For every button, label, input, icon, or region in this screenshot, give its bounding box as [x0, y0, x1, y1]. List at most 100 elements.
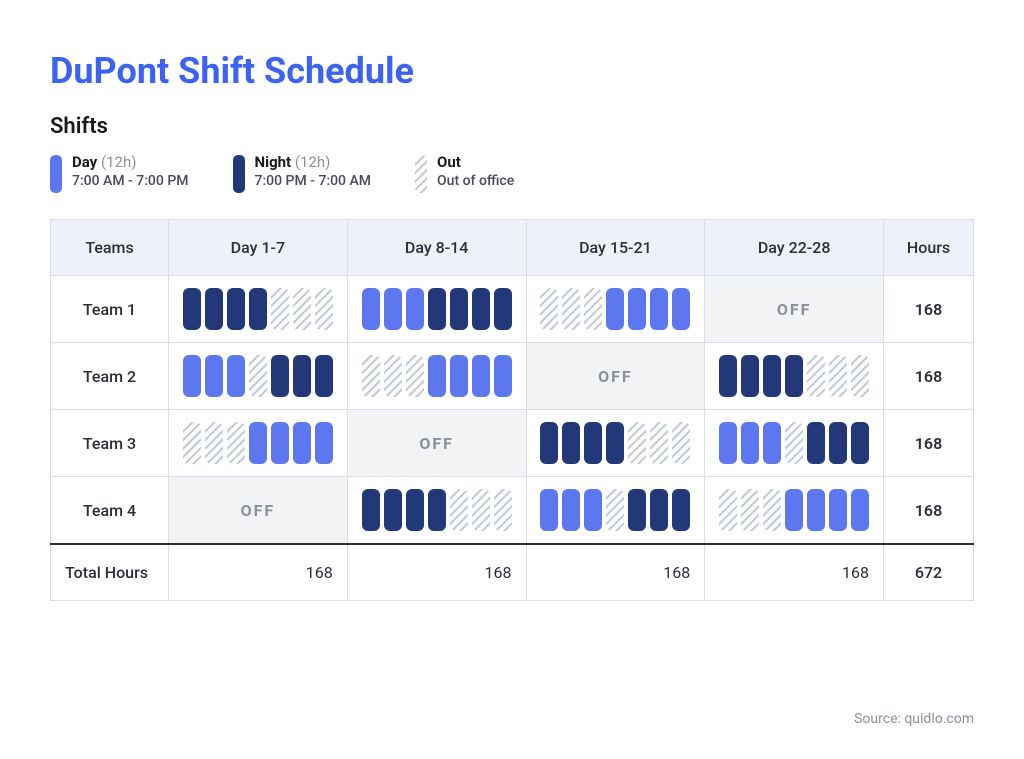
team-name-cell: Team 1: [51, 276, 169, 343]
shift-bar-day: [406, 288, 424, 330]
week-cell: [526, 477, 705, 545]
shift-bars: [177, 355, 339, 397]
legend-item-out: Out Out of office: [415, 153, 514, 193]
legend-pill-night: [233, 155, 245, 193]
shift-bar-out: [785, 422, 803, 464]
shift-bars: [356, 355, 518, 397]
shift-bar-day: [384, 288, 402, 330]
legend-night-detail: 7:00 PM - 7:00 AM: [255, 173, 372, 189]
shift-bar-out: [763, 489, 781, 531]
shift-bar-night: [540, 422, 558, 464]
off-cell: OFF: [169, 477, 348, 545]
shift-bar-day: [472, 355, 490, 397]
table-row: Team 4OFF 168: [51, 477, 974, 545]
shift-bar-day: [271, 422, 289, 464]
shift-bar-night: [763, 355, 781, 397]
team-name-cell: Team 4: [51, 477, 169, 545]
schedule-table: Teams Day 1-7 Day 8-14 Day 15-21 Day 22-…: [50, 219, 974, 601]
shift-bar-night: [384, 489, 402, 531]
shift-bars: [535, 422, 697, 464]
shift-bar-out: [450, 489, 468, 531]
shift-bar-night: [562, 422, 580, 464]
shift-bar-night: [183, 288, 201, 330]
week-cell: [169, 343, 348, 410]
team-name-cell: Team 2: [51, 343, 169, 410]
shift-bar-day: [362, 288, 380, 330]
week-cell: [705, 343, 884, 410]
shift-bar-day: [628, 288, 646, 330]
shift-bar-day: [763, 422, 781, 464]
shift-bar-day: [293, 422, 311, 464]
shift-bar-day: [428, 355, 446, 397]
source-attribution: Source: quidlo.com: [854, 711, 974, 727]
col-week-1: Day 1-7: [169, 220, 348, 276]
shift-bar-out: [227, 422, 245, 464]
team-name-cell: Team 3: [51, 410, 169, 477]
shift-bars: [713, 489, 875, 531]
shift-bar-day: [672, 288, 690, 330]
shift-bars: [713, 355, 875, 397]
legend-pill-day: [50, 155, 62, 193]
week-cell: [705, 477, 884, 545]
shift-bar-day: [540, 489, 558, 531]
shift-bar-night: [606, 422, 624, 464]
shift-bar-night: [472, 288, 490, 330]
hours-cell: 168: [884, 343, 974, 410]
col-week-3: Day 15-21: [526, 220, 705, 276]
hours-cell: 168: [884, 477, 974, 545]
table-row: Team 3OFF168: [51, 410, 974, 477]
shift-bar-out: [562, 288, 580, 330]
week-cell: [169, 410, 348, 477]
shift-bar-day: [785, 489, 803, 531]
shift-bar-night: [406, 489, 424, 531]
shift-bar-night: [227, 288, 245, 330]
shift-bar-night: [428, 489, 446, 531]
shift-bar-out: [807, 355, 825, 397]
table-row: Team 2OFF168: [51, 343, 974, 410]
shift-bar-day: [584, 489, 602, 531]
shift-bar-out: [315, 288, 333, 330]
shift-bar-night: [584, 422, 602, 464]
shift-bar-out: [494, 489, 512, 531]
col-teams: Teams: [51, 220, 169, 276]
legend-day-suffix: (12h): [101, 153, 136, 171]
shift-bar-night: [450, 288, 468, 330]
shift-bar-night: [205, 288, 223, 330]
col-week-2: Day 8-14: [347, 220, 526, 276]
shift-bar-out: [628, 422, 646, 464]
week-cell: [526, 276, 705, 343]
table-row: Team 1OFF168: [51, 276, 974, 343]
table-header-row: Teams Day 1-7 Day 8-14 Day 15-21 Day 22-…: [51, 220, 974, 276]
hours-cell: 168: [884, 410, 974, 477]
legend-out-label: Out: [437, 153, 461, 171]
shift-bar-night: [741, 355, 759, 397]
shift-bar-out: [183, 422, 201, 464]
shift-bar-out: [472, 489, 490, 531]
column-total: 168: [347, 544, 526, 600]
shift-bar-day: [494, 355, 512, 397]
shift-bar-night: [271, 355, 289, 397]
shift-bar-out: [362, 355, 380, 397]
legend-night-suffix: (12h): [295, 153, 330, 171]
shift-bar-night: [293, 355, 311, 397]
page-title: DuPont Shift Schedule: [50, 50, 974, 92]
shift-bar-out: [540, 288, 558, 330]
legend-item-night: Night (12h) 7:00 PM - 7:00 AM: [233, 153, 372, 193]
shift-bars: [356, 288, 518, 330]
shift-bar-night: [628, 489, 646, 531]
shift-bar-out: [829, 355, 847, 397]
shift-bar-day: [450, 355, 468, 397]
legend-day-label: Day: [72, 153, 97, 171]
shift-bar-day: [183, 355, 201, 397]
shift-bar-night: [851, 422, 869, 464]
legend-day-detail: 7:00 AM - 7:00 PM: [72, 173, 189, 189]
legend-night-label: Night: [255, 153, 292, 171]
legend-item-day: Day (12h) 7:00 AM - 7:00 PM: [50, 153, 189, 193]
shift-bar-day: [606, 288, 624, 330]
column-total: 168: [169, 544, 348, 600]
shift-bar-out: [249, 355, 267, 397]
shift-bar-day: [650, 288, 668, 330]
shift-bar-day: [205, 355, 223, 397]
shift-bar-night: [494, 288, 512, 330]
shift-bar-day: [807, 489, 825, 531]
